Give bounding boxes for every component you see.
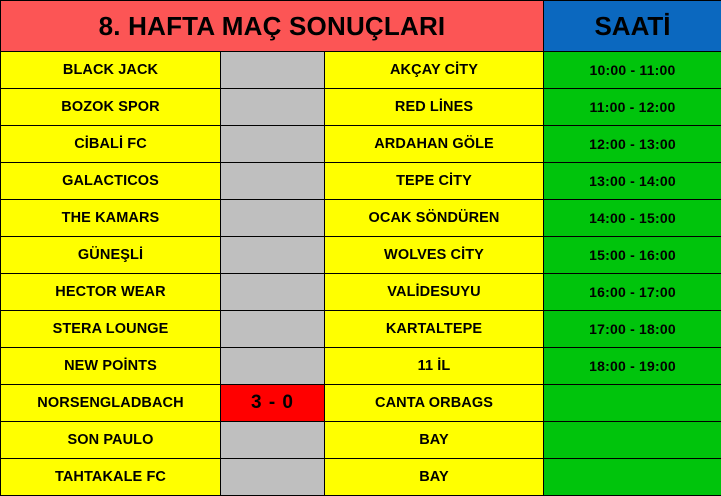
match-time-cell[interactable]: 16:00 - 17:00 [544,274,721,311]
match-time-cell[interactable] [544,385,721,422]
home-team-cell[interactable]: SON PAULO [1,422,221,459]
home-team-cell[interactable]: CİBALİ FC [1,126,221,163]
match-time-cell[interactable] [544,459,721,496]
home-team-cell[interactable]: HECTOR WEAR [1,274,221,311]
match-time-cell[interactable] [544,422,721,459]
home-team-cell[interactable]: NEW POİNTS [1,348,221,385]
match-time-cell[interactable]: 17:00 - 18:00 [544,311,721,348]
score-cell[interactable] [221,422,325,459]
table-row[interactable]: TAHTAKALE FC BAY [1,459,721,496]
home-team-cell[interactable]: STERA LOUNGE [1,311,221,348]
match-time-cell[interactable]: 10:00 - 11:00 [544,52,721,89]
home-team-cell[interactable]: BOZOK SPOR [1,89,221,126]
match-time-cell[interactable]: 14:00 - 15:00 [544,200,721,237]
away-team-cell[interactable]: AKÇAY CİTY [325,52,544,89]
home-team-cell[interactable]: GALACTICOS [1,163,221,200]
match-time-cell[interactable]: 15:00 - 16:00 [544,237,721,274]
away-team-cell[interactable]: VALİDESUYU [325,274,544,311]
match-time-cell[interactable]: 18:00 - 19:00 [544,348,721,385]
time-column-header: SAATİ [544,1,721,52]
away-team-cell[interactable]: KARTALTEPE [325,311,544,348]
page-title: 8. HAFTA MAÇ SONUÇLARI [1,1,544,52]
away-team-cell[interactable]: CANTA ORBAGS [325,385,544,422]
match-time-cell[interactable]: 13:00 - 14:00 [544,163,721,200]
table-header-row: 8. HAFTA MAÇ SONUÇLARI SAATİ [1,1,721,52]
home-team-cell[interactable]: TAHTAKALE FC [1,459,221,496]
away-team-cell[interactable]: 11 İL [325,348,544,385]
score-cell[interactable] [221,311,325,348]
fixture-sheet: 8. HAFTA MAÇ SONUÇLARI SAATİ BLACK JACK A… [0,0,721,484]
home-team-cell[interactable]: GÜNEŞLİ [1,237,221,274]
home-team-cell[interactable]: THE KAMARS [1,200,221,237]
match-time-cell[interactable]: 11:00 - 12:00 [544,89,721,126]
score-cell[interactable]: 3 - 0 [221,385,325,422]
away-team-cell[interactable]: BAY [325,459,544,496]
home-team-cell[interactable]: BLACK JACK [1,52,221,89]
score-cell[interactable] [221,163,325,200]
match-time-cell[interactable]: 12:00 - 13:00 [544,126,721,163]
away-team-cell[interactable]: ARDAHAN GÖLE [325,126,544,163]
home-team-cell[interactable]: NORSENGLADBACH [1,385,221,422]
score-cell[interactable] [221,126,325,163]
away-team-cell[interactable]: WOLVES CİTY [325,237,544,274]
score-cell[interactable] [221,348,325,385]
away-team-cell[interactable]: OCAK SÖNDÜREN [325,200,544,237]
away-team-cell[interactable]: TEPE CİTY [325,163,544,200]
score-cell[interactable] [221,459,325,496]
away-team-cell[interactable]: RED LİNES [325,89,544,126]
away-team-cell[interactable]: BAY [325,422,544,459]
score-cell[interactable] [221,274,325,311]
score-cell[interactable] [221,89,325,126]
table-row[interactable]: SON PAULO BAY [1,422,721,459]
score-cell[interactable] [221,200,325,237]
score-cell[interactable] [221,52,325,89]
score-cell[interactable] [221,237,325,274]
